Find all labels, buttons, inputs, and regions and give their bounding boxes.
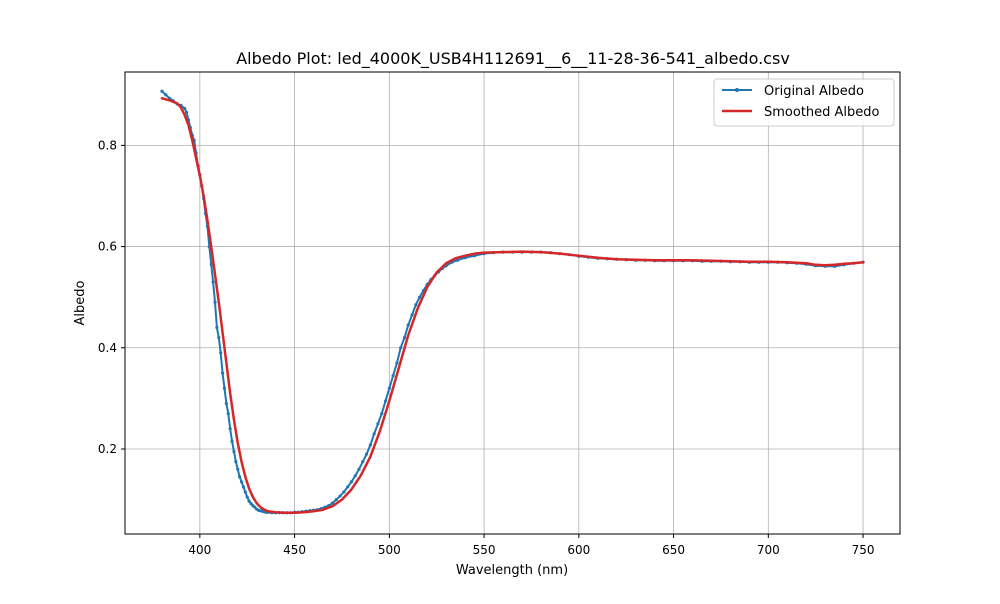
plot-frame <box>124 71 901 535</box>
data-point <box>230 439 234 443</box>
data-point <box>387 386 391 390</box>
data-point <box>232 449 236 454</box>
x-tick-label: 450 <box>283 543 306 557</box>
x-axis-label: Wavelength (nm) <box>456 563 568 578</box>
legend-box <box>713 78 895 127</box>
grid-lines <box>125 72 900 534</box>
data-point <box>342 490 346 494</box>
data-point <box>353 474 357 478</box>
x-tick-label: 500 <box>378 543 401 557</box>
data-point <box>228 427 232 431</box>
chart-title: Albedo Plot: led_4000K_USB4H112691__6__1… <box>236 49 790 69</box>
axis-ticks: 400 450 500 550 600 650 700 750 0.2 0.4 0.6 0.8 <box>98 138 875 557</box>
data-point <box>245 495 249 499</box>
series-line-smoothed-albedo <box>160 97 865 514</box>
y-tick-label: 0.8 <box>98 138 117 152</box>
data-point <box>357 467 361 471</box>
x-tick-label: 550 <box>473 543 496 557</box>
legend-marker-original <box>735 88 739 92</box>
data-point <box>183 106 187 111</box>
data-point <box>410 313 414 317</box>
legend-label-smoothed: Smoothed Albedo <box>764 105 880 120</box>
data-point <box>455 258 460 262</box>
data-point <box>236 467 240 471</box>
data-point <box>361 460 365 464</box>
data-point <box>395 361 399 365</box>
data-point <box>334 497 338 502</box>
data-point <box>184 110 189 115</box>
data-point <box>219 351 223 355</box>
data-point <box>217 336 221 340</box>
legend: Original Albedo Smoothed Albedo <box>713 78 895 127</box>
data-point <box>249 502 253 506</box>
data-point <box>253 505 257 509</box>
data-point <box>247 499 251 503</box>
data-point <box>160 89 164 93</box>
data-point <box>226 411 230 416</box>
data-point <box>418 295 422 299</box>
data-point <box>243 490 247 494</box>
data-point <box>346 485 350 489</box>
y-axis-label: Albedo <box>73 280 88 325</box>
data-point <box>380 411 384 416</box>
data-point <box>239 480 244 484</box>
x-tick-label: 700 <box>757 543 780 557</box>
y-tick-label: 0.2 <box>98 442 117 456</box>
data-point <box>234 460 238 464</box>
data-point <box>220 371 225 375</box>
data-point <box>349 480 354 484</box>
series-layer <box>160 89 865 515</box>
data-point <box>376 422 380 426</box>
data-point <box>224 401 228 406</box>
data-point <box>414 303 418 307</box>
x-tick-label: 400 <box>188 543 211 557</box>
data-point <box>402 336 407 340</box>
data-point <box>406 323 410 327</box>
data-point <box>211 280 215 284</box>
series-line-original-albedo <box>160 90 865 514</box>
x-tick-label: 750 <box>852 543 875 557</box>
data-point <box>338 494 342 498</box>
y-tick-label: 0.4 <box>98 341 117 355</box>
data-point <box>399 346 403 350</box>
data-point <box>238 475 242 479</box>
data-point <box>372 432 376 436</box>
data-point <box>383 399 388 403</box>
data-point <box>222 386 227 390</box>
data-point <box>330 501 335 505</box>
data-point <box>209 262 213 266</box>
data-point <box>213 300 217 304</box>
data-point <box>164 93 168 97</box>
data-point <box>391 374 395 378</box>
data-point <box>241 485 246 489</box>
x-tick-label: 650 <box>662 543 685 557</box>
y-tick-label: 0.6 <box>98 240 117 254</box>
x-tick-label: 600 <box>567 543 590 557</box>
legend-label-original: Original Albedo <box>764 84 864 99</box>
data-point <box>365 452 369 456</box>
data-point <box>215 325 219 330</box>
data-point <box>368 443 372 447</box>
